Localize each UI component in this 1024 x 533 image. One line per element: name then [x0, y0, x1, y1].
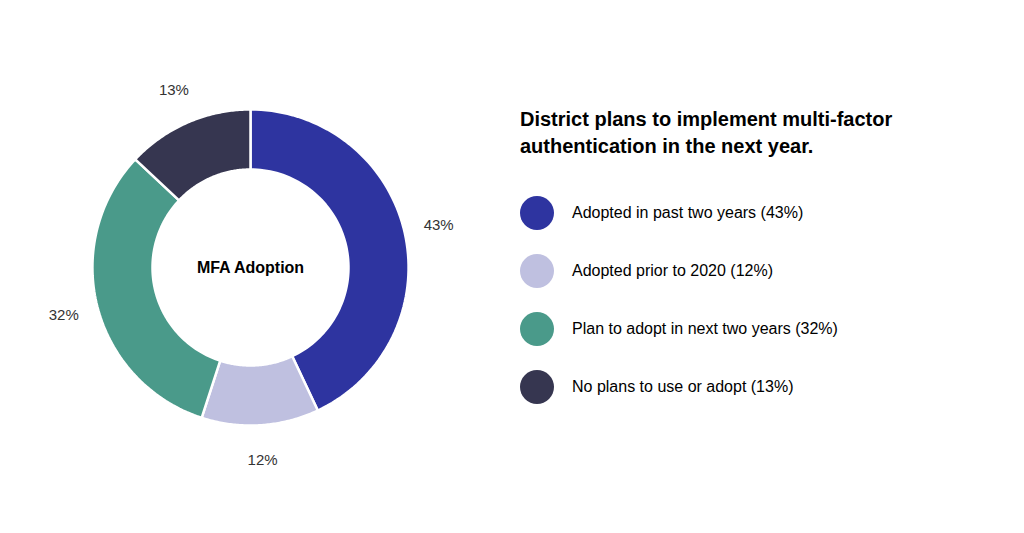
html-text:No plans to use or adopt (13%): No plans to use or adopt (13%) [572, 377, 794, 395]
html-text:Plan to adopt in next two year: Plan to adopt in next two years (32%) [572, 319, 838, 337]
html-text:Adopted in past two years (43%: Adopted in past two years (43%) [572, 203, 804, 221]
html-text:District plans to implement mu: District plans to implement multi-factor… [520, 107, 893, 157]
svg-text:32%: 32% [49, 306, 79, 323]
svg-text:13%: 13% [159, 81, 189, 98]
svg-text:MFA Adoption: MFA Adoption [197, 258, 304, 275]
svg-text:43%: 43% [424, 216, 454, 233]
html-text:Adopted prior to 2020 (12%): Adopted prior to 2020 (12%) [572, 261, 773, 279]
svg-text:12%: 12% [248, 450, 278, 467]
